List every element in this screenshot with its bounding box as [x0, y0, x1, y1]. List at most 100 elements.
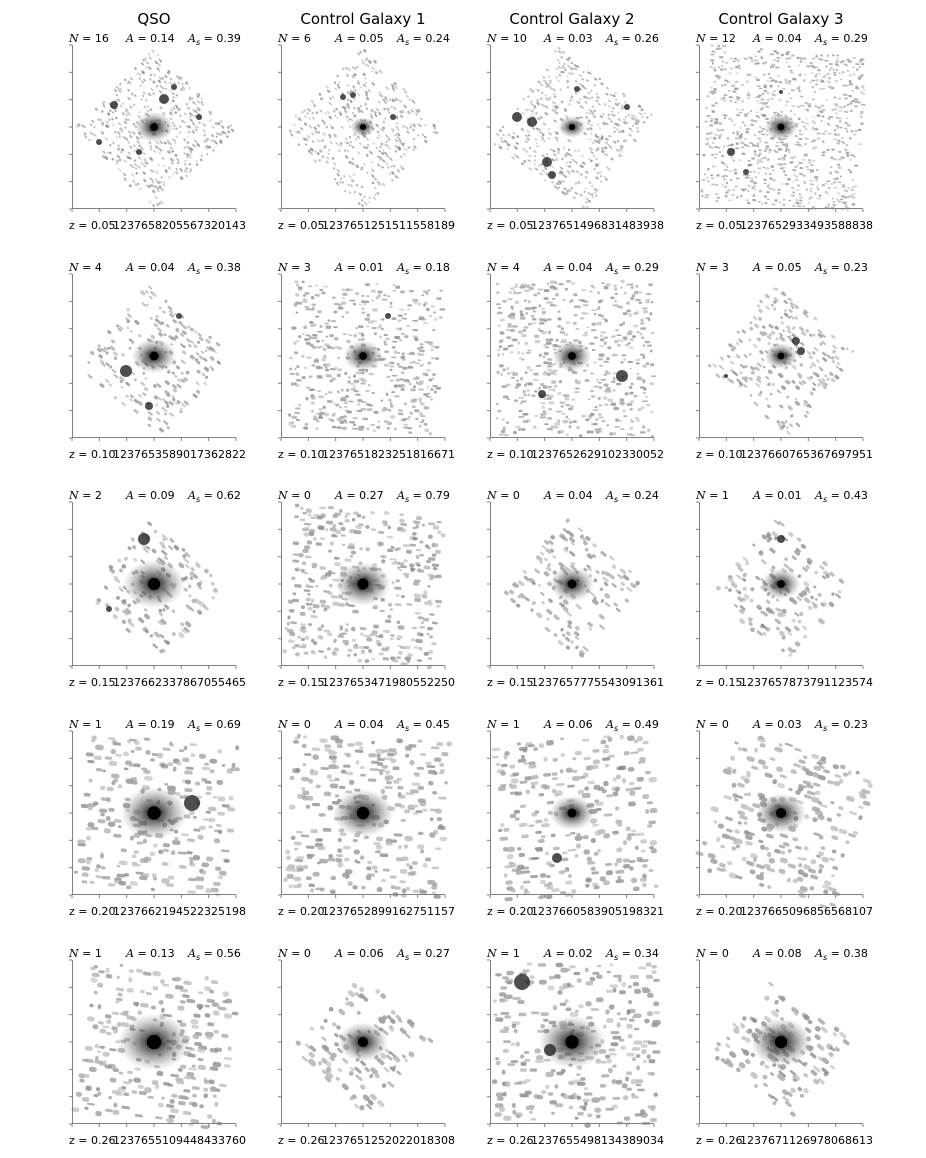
stat-equals: = — [409, 718, 426, 731]
stat-n: N = 1 — [487, 947, 520, 960]
stat-as-value: 0.27 — [425, 947, 450, 960]
stat-as-value: 0.38 — [843, 947, 868, 960]
galaxy-core — [568, 352, 576, 360]
stat-equals: = — [496, 947, 513, 960]
stat-a: A = 0.13 — [126, 947, 175, 960]
stat-n: N = 16 — [69, 32, 109, 45]
galaxy-image — [69, 730, 240, 898]
object-id: 1237658205567320143 — [113, 219, 246, 232]
stat-equals: = — [78, 947, 95, 960]
stat-as-subscript: s — [404, 267, 410, 277]
redshift-label: z = 0.15 — [278, 676, 325, 689]
redshift-label: z = 0.20 — [696, 905, 743, 918]
redshift-symbol: z — [69, 905, 75, 918]
stat-a: A = 0.14 — [126, 32, 175, 45]
stat-as: As = 0.24 — [397, 32, 450, 47]
stat-equals: = — [551, 489, 569, 502]
stat-a-value: 0.04 — [150, 261, 175, 274]
stat-as: As = 0.49 — [606, 718, 659, 733]
redshift-label: z = 0.15 — [696, 676, 743, 689]
redshift-value: 0.05 — [300, 219, 325, 232]
panel-axes — [699, 731, 863, 895]
stat-n-symbol: N — [487, 489, 497, 502]
redshift-label: z = 0.26 — [278, 1134, 325, 1147]
stat-as-symbol: A — [815, 261, 823, 274]
redshift-value: 0.10 — [300, 448, 325, 461]
panel-axes — [699, 502, 863, 666]
stat-a: A = 0.05 — [753, 261, 802, 274]
stat-n: N = 0 — [278, 718, 311, 731]
stat-n-symbol: N — [278, 261, 288, 274]
object-id: 1237662337867055465 — [113, 676, 246, 689]
stat-as-symbol: A — [397, 489, 405, 502]
panel-axes — [72, 274, 236, 438]
stat-as-value: 0.24 — [634, 489, 659, 502]
stat-equals: = — [827, 718, 844, 731]
companion-source — [544, 1044, 556, 1056]
stat-equals: = — [409, 489, 426, 502]
stat-equals: = — [409, 947, 426, 960]
redshift-label: z = 0.15 — [69, 676, 116, 689]
object-id: 1237653471980552250 — [322, 676, 455, 689]
stat-a-value: 0.06 — [359, 947, 384, 960]
stat-equals: = — [827, 489, 844, 502]
stat-equals: = — [200, 261, 217, 274]
stat-as-subscript: s — [822, 724, 828, 734]
companion-source — [777, 535, 785, 543]
stat-as-symbol: A — [815, 718, 823, 731]
column-title: Control Galaxy 3 — [718, 10, 844, 28]
companion-source — [184, 795, 200, 811]
companion-source — [724, 374, 728, 378]
stat-a-symbol: A — [335, 32, 343, 45]
stat-equals: = — [551, 32, 569, 45]
stat-a: A = 0.19 — [126, 718, 175, 731]
stat-equals: = — [78, 261, 95, 274]
companion-source — [538, 390, 546, 398]
stat-a-symbol: A — [544, 32, 552, 45]
stat-as-subscript: s — [404, 953, 410, 963]
stat-as-value: 0.24 — [425, 32, 450, 45]
redshift-value: 0.20 — [91, 905, 116, 918]
stat-a-symbol: A — [753, 261, 761, 274]
companion-source — [96, 139, 102, 145]
stat-equals: = — [551, 718, 569, 731]
panel-caption: z = 0.151237662337867055465 — [69, 676, 246, 689]
stat-equals: = — [287, 489, 304, 502]
stat-as: As = 0.38 — [815, 947, 868, 962]
redshift-symbol: z — [278, 219, 284, 232]
galaxy-core — [775, 807, 787, 819]
panel-caption: z = 0.101237652629102330052 — [487, 448, 664, 461]
companion-source — [512, 112, 522, 122]
object-id: 1237653589017362822 — [113, 448, 246, 461]
stat-n: N = 2 — [69, 489, 102, 502]
stat-a-value: 0.04 — [568, 261, 593, 274]
column-title: Control Galaxy 1 — [300, 10, 426, 28]
column-title: QSO — [137, 10, 171, 28]
stat-as-value: 0.23 — [843, 718, 868, 731]
stat-as: As = 0.45 — [397, 718, 450, 733]
stat-as: As = 0.38 — [188, 261, 241, 276]
redshift-equals: = — [492, 905, 509, 918]
object-id: 1237657873791123574 — [740, 676, 873, 689]
stat-a-value: 0.13 — [150, 947, 175, 960]
stat-as-subscript: s — [404, 495, 410, 505]
stat-n-value: 0 — [303, 947, 311, 960]
panel-caption: z = 0.101237660765367697951 — [696, 448, 873, 461]
redshift-label: z = 0.05 — [487, 219, 534, 232]
stat-a-symbol: A — [126, 261, 134, 274]
panel-axes — [72, 960, 236, 1124]
stat-equals: = — [760, 718, 778, 731]
panel-axes — [490, 731, 654, 895]
object-id: 1237671126978068613 — [740, 1134, 873, 1147]
stat-equals: = — [496, 489, 513, 502]
stat-a: A = 0.01 — [335, 261, 384, 274]
stat-a-value: 0.19 — [150, 718, 175, 731]
companion-source — [743, 169, 749, 175]
redshift-label: z = 0.20 — [69, 905, 116, 918]
stat-a-value: 0.04 — [359, 718, 384, 731]
redshift-label: z = 0.10 — [696, 448, 743, 461]
stat-equals: = — [133, 489, 151, 502]
stat-as: As = 0.79 — [397, 489, 450, 504]
redshift-symbol: z — [69, 676, 75, 689]
redshift-value: 0.05 — [718, 219, 743, 232]
